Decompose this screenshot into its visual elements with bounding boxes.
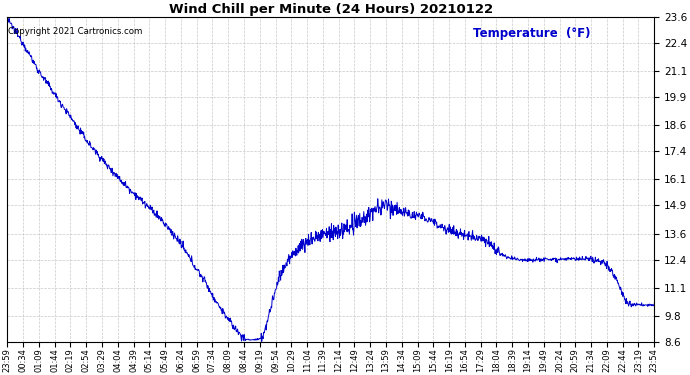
Title: Wind Chill per Minute (24 Hours) 20210122: Wind Chill per Minute (24 Hours) 2021012… <box>168 3 493 16</box>
Text: Copyright 2021 Cartronics.com: Copyright 2021 Cartronics.com <box>8 27 142 36</box>
Text: Temperature  (°F): Temperature (°F) <box>473 27 591 40</box>
